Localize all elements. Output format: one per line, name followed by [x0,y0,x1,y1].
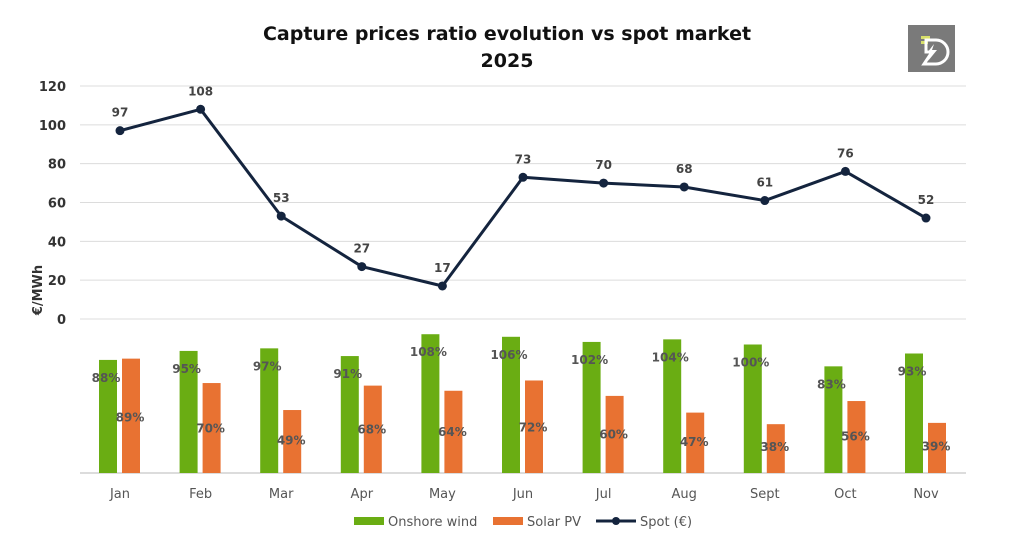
legend-onshore-wind: Onshore wind [388,515,477,530]
bar-label-solar-pv: 89% [116,411,145,425]
y-tick-label: 80 [48,158,66,173]
spot-data-label: 97 [112,106,129,120]
x-tick-label: Jul [595,487,612,502]
bar-onshore-wind [824,366,843,473]
x-tick-label: Aug [672,487,697,502]
spot-line [119,107,927,288]
spot-point [357,262,367,272]
spot-point [276,211,286,221]
bar-solar-pv [444,390,463,473]
spot-point [921,213,931,223]
bar-label-onshore-wind: 97% [253,359,282,373]
x-tick-label: May [429,487,456,502]
bar-onshore-wind [663,339,682,473]
bar-label-onshore-wind: 104% [652,350,689,364]
bar-solar-pv [847,401,866,473]
bar-solar-pv [766,424,785,473]
spot-point [840,166,850,176]
bar-solar-pv [202,383,221,473]
bar-label-solar-pv: 38% [760,440,789,454]
bar-onshore-wind [179,350,198,473]
bar-label-onshore-wind: 88% [92,371,121,385]
spot-data-label: 27 [353,242,370,256]
bar-label-onshore-wind: 91% [333,367,362,381]
bar-solar-pv [122,358,140,473]
spot-data-label: 70 [595,158,612,172]
legend: Onshore wind Solar PV Spot (€) [354,515,692,530]
bar-label-solar-pv: 70% [196,422,225,436]
bar-label-onshore-wind: 102% [571,353,608,367]
spot-point [115,126,125,136]
legend-solar-pv: Solar PV [527,515,581,530]
bar-solar-pv [686,412,705,473]
chart-title: Capture prices ratio evolution vs spot m… [263,23,751,45]
legend-spot: Spot (€) [640,515,692,530]
bar-label-solar-pv: 68% [357,423,386,437]
legend-swatch-onshore-wind [354,517,384,525]
bar-onshore-wind [340,356,359,473]
bar-label-solar-pv: 47% [680,435,709,449]
bar-label-solar-pv: 64% [438,425,467,439]
spot-data-label: 73 [515,152,532,166]
bar-solar-pv [605,395,624,473]
bar-onshore-wind [99,359,117,473]
y-tick-label: 40 [48,235,66,250]
spot-data-label: 17 [434,261,451,275]
bar-label-onshore-wind: 106% [490,348,527,362]
x-tick-label: Nov [913,487,939,502]
bar-onshore-wind [743,344,762,473]
y-tick-label: 60 [48,197,66,212]
x-tick-label: Mar [269,487,294,502]
bar-label-onshore-wind: 95% [172,362,201,376]
bar-solar-pv [525,380,543,473]
x-tick-label: Jun [512,487,533,502]
spot-point [599,178,609,188]
bar-solar-pv [283,410,302,473]
y-tick-label: 20 [48,274,66,289]
bar-label-solar-pv: 39% [922,439,951,453]
chart-subtitle: 2025 [481,50,534,72]
spot-point [437,281,447,291]
bar-label-solar-pv: 60% [599,427,628,441]
y-tick-label: 120 [39,80,66,95]
bar-label-solar-pv: 49% [277,434,306,448]
spot-data-label: 53 [273,191,290,205]
y-tick-label: 100 [39,119,66,134]
bar-solar-pv [928,422,946,473]
bar-solar-pv [363,385,382,473]
y-axis-label: €/MWh [31,265,46,316]
bar-label-onshore-wind: 100% [732,356,769,370]
bar-onshore-wind [421,334,440,473]
bar-onshore-wind [502,336,520,473]
x-tick-label: Jan [109,487,130,502]
y-tick-label: 0 [57,313,66,328]
spot-data-label: 52 [918,193,935,207]
spot-data-label: 68 [676,162,693,176]
x-tick-label: Feb [189,487,212,502]
bar-label-solar-pv: 56% [841,430,870,444]
x-tick-label: Sept [750,487,780,502]
bar-label-onshore-wind: 83% [817,377,846,391]
bar-label-solar-pv: 72% [519,420,548,434]
logo [908,25,955,72]
legend-swatch-solar-pv [493,517,523,525]
spot-data-label: 61 [756,176,773,190]
bar-onshore-wind [260,348,279,473]
spot-point [760,196,770,206]
bar-label-onshore-wind: 93% [898,364,927,378]
bar-label-onshore-wind: 108% [410,345,447,359]
spot-data-label: 108 [188,84,213,98]
x-tick-label: Apr [351,487,374,502]
x-tick-label: Oct [834,487,856,502]
spot-data-label: 76 [837,146,854,160]
bar-onshore-wind [905,353,923,473]
spot-point [679,182,689,192]
bar-onshore-wind [582,341,601,473]
spot-point [196,104,206,114]
spot-point [518,172,528,182]
